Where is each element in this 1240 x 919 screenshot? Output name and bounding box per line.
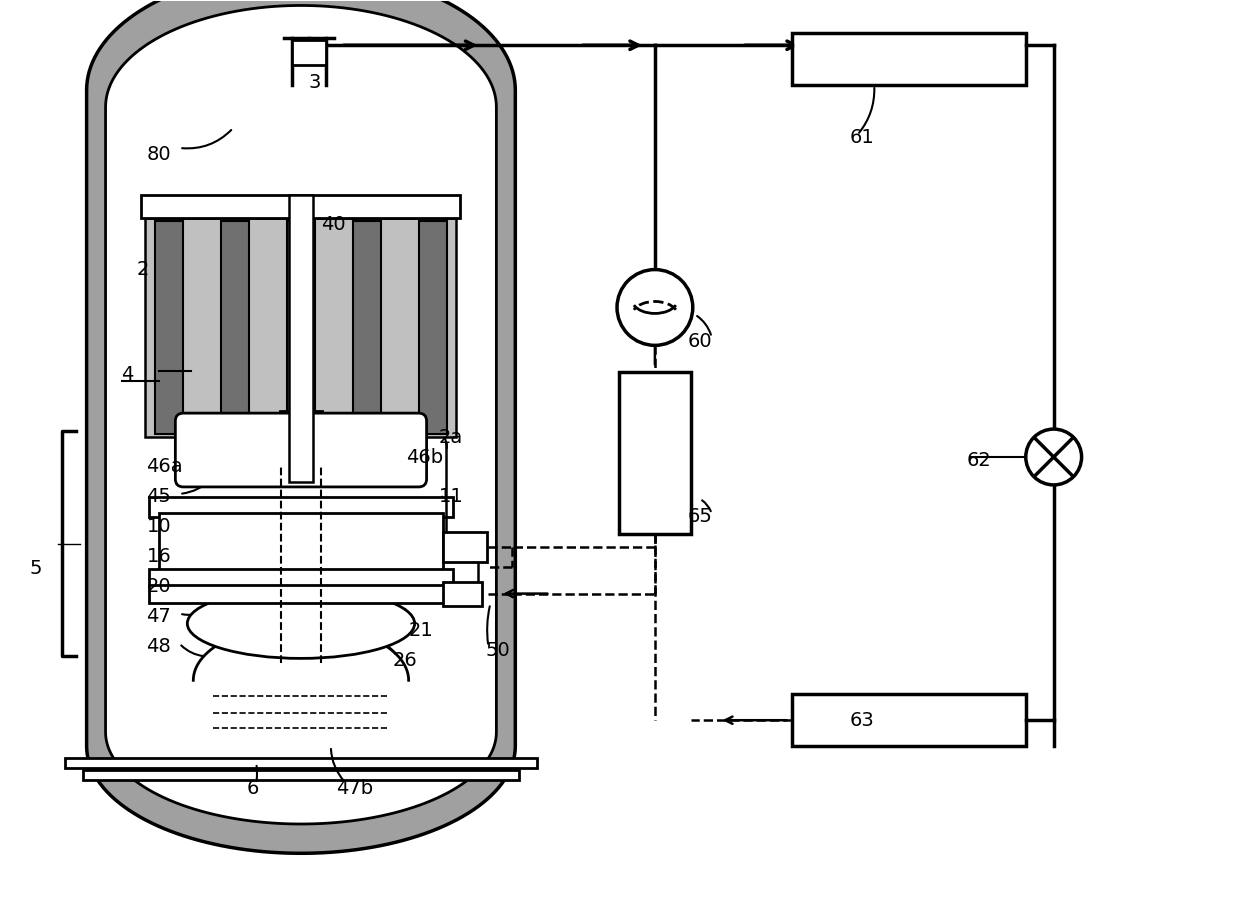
- Text: 2a: 2a: [439, 427, 463, 447]
- Bar: [280, 411, 322, 435]
- Bar: [792, 33, 1027, 85]
- Text: 63: 63: [849, 710, 874, 730]
- Bar: [150, 569, 453, 586]
- Bar: [213, 435, 388, 467]
- Text: 26: 26: [393, 651, 418, 670]
- Bar: [141, 195, 460, 218]
- Bar: [419, 221, 446, 434]
- Bar: [443, 532, 487, 562]
- Bar: [289, 195, 312, 482]
- Text: 46a: 46a: [146, 458, 184, 476]
- Polygon shape: [87, 0, 516, 853]
- FancyBboxPatch shape: [175, 414, 427, 487]
- Bar: [64, 758, 537, 768]
- Text: 80: 80: [146, 145, 171, 165]
- Ellipse shape: [187, 588, 414, 658]
- Bar: [150, 497, 453, 516]
- Circle shape: [618, 269, 693, 346]
- Bar: [291, 40, 326, 65]
- Bar: [221, 221, 249, 434]
- Text: 65: 65: [688, 507, 713, 527]
- Text: 47: 47: [146, 607, 171, 626]
- Text: 21: 21: [409, 621, 434, 640]
- Circle shape: [1025, 429, 1081, 485]
- Text: 3: 3: [309, 73, 321, 92]
- Text: 61: 61: [849, 129, 874, 147]
- Text: 5: 5: [30, 559, 42, 578]
- Text: 11: 11: [439, 487, 464, 506]
- Bar: [145, 218, 456, 437]
- Bar: [353, 221, 381, 434]
- Text: 40: 40: [321, 215, 346, 234]
- Text: 20: 20: [146, 577, 171, 596]
- Bar: [83, 770, 520, 780]
- Bar: [150, 584, 453, 603]
- Bar: [291, 39, 326, 85]
- Polygon shape: [105, 6, 496, 824]
- Text: 60: 60: [688, 332, 713, 351]
- Text: 47b: 47b: [336, 778, 373, 798]
- Text: 45: 45: [146, 487, 171, 506]
- Bar: [619, 372, 691, 534]
- Text: 16: 16: [146, 547, 171, 566]
- Text: 4: 4: [122, 365, 134, 384]
- Text: 10: 10: [146, 517, 171, 537]
- Text: 62: 62: [967, 451, 992, 471]
- Text: 46b: 46b: [405, 448, 443, 467]
- Text: 6: 6: [246, 778, 258, 798]
- Text: 48: 48: [146, 637, 171, 656]
- Text: 2: 2: [136, 260, 149, 279]
- Text: 50: 50: [485, 641, 510, 660]
- Bar: [443, 582, 482, 606]
- Bar: [792, 694, 1027, 746]
- Bar: [155, 221, 184, 434]
- Bar: [160, 513, 443, 571]
- Bar: [286, 221, 315, 434]
